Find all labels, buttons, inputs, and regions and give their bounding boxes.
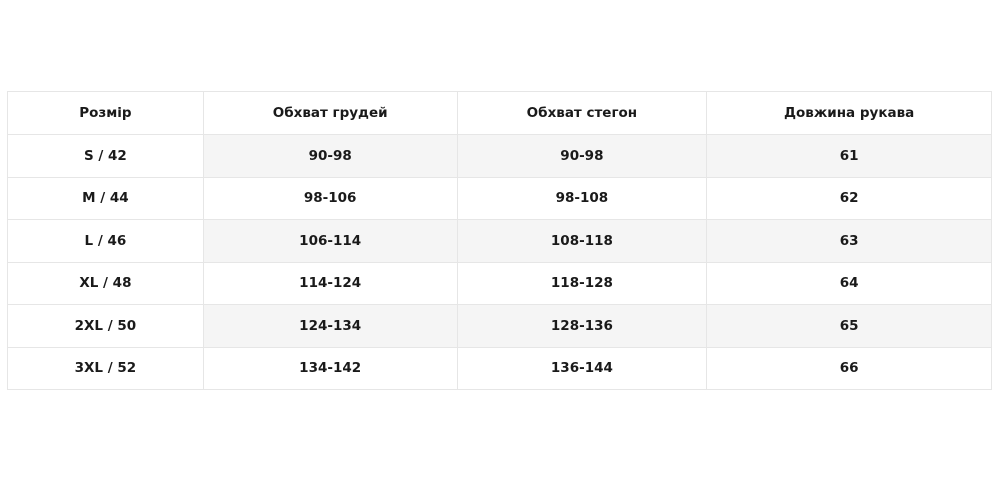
cell-sleeve: 62: [706, 176, 992, 220]
cell-sleeve: 63: [706, 219, 992, 263]
cell-hips: 98-108: [456, 176, 708, 220]
header-row: Розмір Обхват грудей Обхват стегон Довжи…: [7, 91, 992, 135]
cell-sleeve: 61: [706, 134, 992, 178]
cell-chest: 98-106: [202, 176, 458, 220]
cell-chest: 134-142: [202, 346, 458, 390]
cell-hips: 118-128: [456, 261, 708, 305]
cell-sleeve: 64: [706, 261, 992, 305]
table-row: L / 46 106-114 108-118 63: [7, 219, 992, 263]
cell-chest: 106-114: [202, 219, 458, 263]
cell-chest: 114-124: [202, 261, 458, 305]
cell-hips: 128-136: [456, 304, 708, 348]
table-row: 2XL / 50 124-134 128-136 65: [7, 304, 992, 348]
header-size: Розмір: [7, 91, 204, 135]
cell-chest: 124-134: [202, 304, 458, 348]
cell-size: XL / 48: [7, 261, 204, 305]
cell-hips: 108-118: [456, 219, 708, 263]
cell-size: M / 44: [7, 176, 204, 220]
table-row: XL / 48 114-124 118-128 64: [7, 261, 992, 305]
cell-sleeve: 66: [706, 346, 992, 390]
table-row: S / 42 90-98 90-98 61: [7, 134, 992, 178]
cell-size: S / 42: [7, 134, 204, 178]
cell-chest: 90-98: [202, 134, 458, 178]
cell-sleeve: 65: [706, 304, 992, 348]
cell-hips: 136-144: [456, 346, 708, 390]
header-hips: Обхват стегон: [456, 91, 708, 135]
table-row: 3XL / 52 134-142 136-144 66: [7, 346, 992, 390]
size-chart-table: Розмір Обхват грудей Обхват стегон Довжи…: [7, 91, 992, 390]
table-row: M / 44 98-106 98-108 62: [7, 176, 992, 220]
cell-size: 3XL / 52: [7, 346, 204, 390]
header-chest: Обхват грудей: [202, 91, 458, 135]
cell-hips: 90-98: [456, 134, 708, 178]
cell-size: L / 46: [7, 219, 204, 263]
header-sleeve: Довжина рукава: [706, 91, 992, 135]
cell-size: 2XL / 50: [7, 304, 204, 348]
